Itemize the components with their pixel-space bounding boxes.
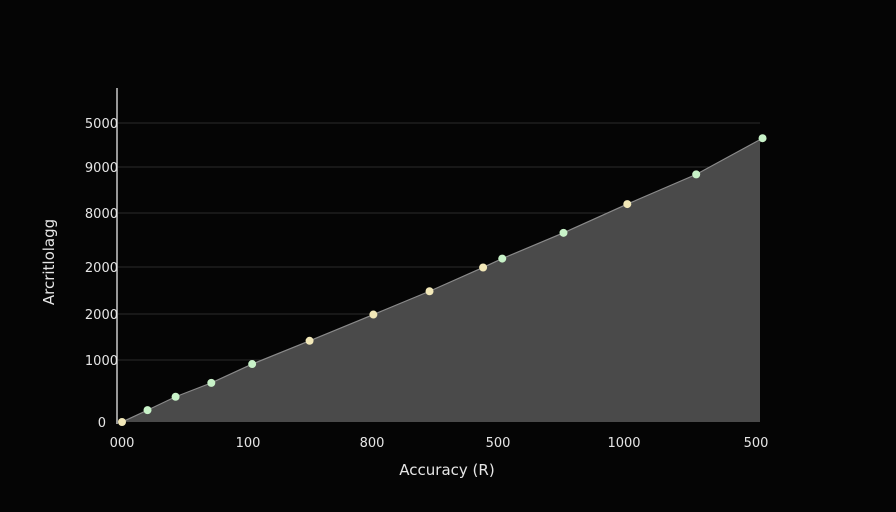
y-tick-label: 9000 (85, 161, 118, 176)
x-tick-label: 500 (744, 436, 769, 451)
y-tick-label: 2000 (85, 308, 118, 323)
series-line (121, 137, 763, 423)
data-point (623, 200, 632, 209)
area-fill (122, 138, 763, 422)
data-point (207, 378, 216, 387)
x-tick-label: 100 (236, 436, 261, 451)
y-tick-labels: 0 1000 2000 2000 8000 9000 5000 (85, 117, 118, 431)
x-tick-label: 800 (360, 436, 385, 451)
data-point (171, 392, 180, 401)
data-point (305, 336, 314, 345)
data-point (143, 406, 152, 415)
data-point (118, 418, 126, 426)
y-tick-label: 2000 (85, 261, 118, 276)
data-point (498, 254, 507, 263)
data-point (479, 263, 488, 272)
x-tick-label: 500 (486, 436, 511, 451)
y-tick-label: 0 (98, 416, 106, 431)
data-point (692, 170, 701, 179)
x-tick-label: 000 (110, 436, 135, 451)
y-tick-label: 5000 (85, 117, 118, 132)
y-tick-label: 8000 (85, 207, 118, 222)
x-tick-label: 1000 (607, 436, 640, 451)
data-point (369, 310, 378, 319)
y-tick-label: 1000 (85, 354, 118, 369)
x-tick-labels: 000 100 800 500 1000 500 (110, 436, 769, 451)
data-point (248, 360, 257, 369)
data-points (118, 134, 767, 426)
data-point (758, 134, 767, 143)
y-axis-title: Arcritlolagg (40, 219, 58, 305)
data-point (559, 228, 568, 237)
x-axis-title: Accuracy (R) (399, 461, 494, 479)
data-point (425, 287, 434, 296)
